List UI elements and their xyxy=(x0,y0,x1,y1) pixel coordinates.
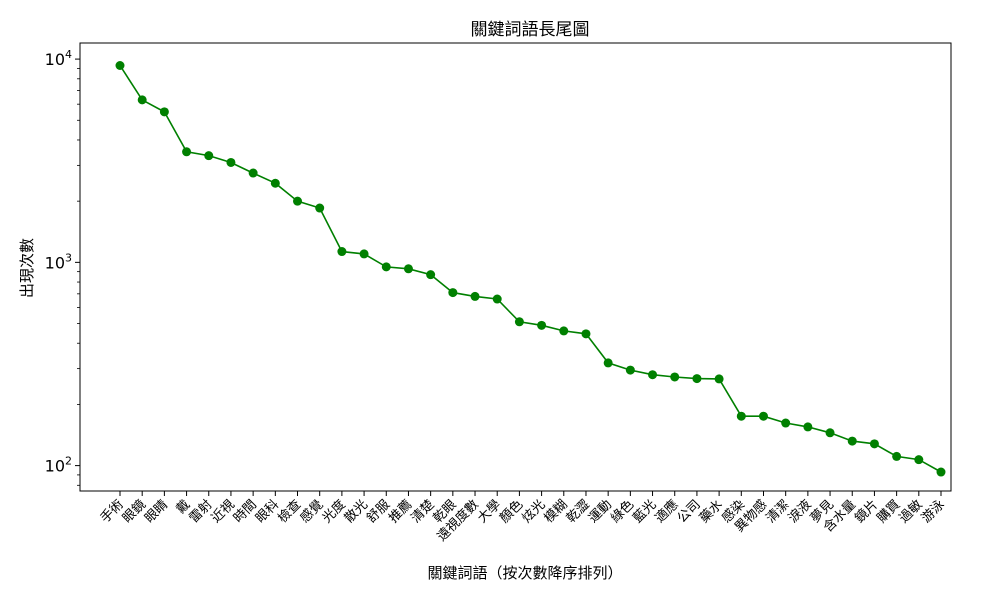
x-tick-label: 時間 xyxy=(231,497,260,526)
data-point xyxy=(359,249,369,259)
x-tick-label: 游泳 xyxy=(919,497,948,526)
plot-area xyxy=(79,42,952,492)
y-tick-base: 10 xyxy=(45,50,65,69)
x-tick-label: 購買 xyxy=(874,497,903,526)
x-tick-label: 散光 xyxy=(342,497,371,526)
x-tick-label: 清潔 xyxy=(764,497,793,526)
data-point xyxy=(936,467,946,477)
data-point xyxy=(315,203,325,213)
series-line xyxy=(119,65,942,473)
data-point xyxy=(781,418,791,428)
data-point xyxy=(692,374,702,384)
y-tick-exponent: 4 xyxy=(65,48,72,61)
data-point xyxy=(603,358,613,368)
y-axis-label: 出現次數 xyxy=(18,238,36,298)
data-point xyxy=(270,178,280,188)
data-point xyxy=(581,329,591,339)
y-tick-base: 10 xyxy=(45,457,65,476)
data-point xyxy=(670,372,680,382)
x-tick-label: 清楚 xyxy=(408,497,437,526)
data-point xyxy=(293,196,303,206)
data-point xyxy=(892,451,902,461)
data-point xyxy=(625,365,635,375)
data-point xyxy=(537,320,547,330)
x-tick-label: 雷射 xyxy=(186,497,216,527)
y-tick-exponent: 3 xyxy=(65,251,72,264)
data-point xyxy=(337,247,347,257)
x-tick-label: 適應 xyxy=(652,497,682,527)
data-point xyxy=(426,270,436,280)
chart-title: 關鍵詞語長尾圖 xyxy=(471,20,590,40)
data-point xyxy=(182,147,192,157)
x-tick-label: 炫光 xyxy=(519,497,549,527)
x-tick-label: 顏色 xyxy=(497,497,527,527)
x-tick-label: 眼鏡 xyxy=(120,497,149,526)
x-tick-label: 淚液 xyxy=(785,497,815,527)
data-point xyxy=(869,439,879,449)
x-tick-label: 綠色 xyxy=(607,497,637,527)
x-tick-label: 鏡片 xyxy=(852,497,881,526)
x-tick-label: 藍光 xyxy=(630,497,659,526)
data-point xyxy=(381,262,391,272)
x-tick-label: 近視 xyxy=(209,497,238,526)
data-point xyxy=(714,374,724,384)
x-tick-label: 乾澀 xyxy=(564,497,593,526)
x-tick-label: 感覺 xyxy=(297,497,327,527)
x-tick-label: 過敏 xyxy=(897,497,926,526)
data-point xyxy=(492,294,502,304)
data-point xyxy=(847,436,857,446)
x-tick-label: 推薦 xyxy=(386,497,415,526)
data-point xyxy=(514,317,524,327)
data-point xyxy=(825,428,835,438)
x-tick-label: 運動 xyxy=(586,497,615,526)
data-point xyxy=(758,411,768,421)
x-tick-label: 手術 xyxy=(98,497,127,526)
y-tick-base: 10 xyxy=(45,253,65,272)
y-tick-label: 103 xyxy=(45,251,72,272)
data-point xyxy=(115,61,125,71)
data-point xyxy=(248,168,258,178)
x-tick-label: 眼科 xyxy=(253,497,282,526)
data-point xyxy=(559,326,569,336)
x-tick-label: 模糊 xyxy=(541,497,571,527)
data-point xyxy=(648,370,658,380)
data-point xyxy=(226,157,236,167)
x-tick-label: 公司 xyxy=(675,497,704,526)
data-point xyxy=(470,291,480,301)
y-tick-label: 104 xyxy=(45,48,72,69)
data-point xyxy=(736,411,746,421)
series-group xyxy=(115,61,946,477)
data-point xyxy=(403,264,413,274)
data-point xyxy=(159,107,169,117)
y-tick-label: 102 xyxy=(45,455,72,476)
data-point xyxy=(914,455,924,465)
data-point xyxy=(803,422,813,432)
x-tick-label: 光度 xyxy=(319,497,349,527)
data-point xyxy=(204,151,214,161)
x-axis-label: 關鍵詞語（按次數降序排列） xyxy=(427,564,622,582)
data-point xyxy=(448,288,458,298)
x-tick-label: 舒服 xyxy=(364,497,393,526)
x-tick-label: 大學 xyxy=(475,497,504,526)
x-tick-label: 檢查 xyxy=(275,497,305,527)
x-tick-label: 藥水 xyxy=(697,497,726,526)
y-tick-exponent: 2 xyxy=(65,455,72,468)
data-point xyxy=(137,95,147,105)
x-tick-label: 眼睛 xyxy=(142,497,171,526)
